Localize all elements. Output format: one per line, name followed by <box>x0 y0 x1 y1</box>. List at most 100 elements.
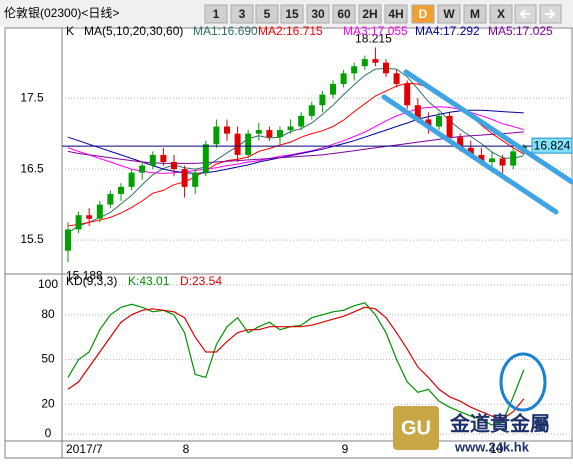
candle-body <box>372 59 379 63</box>
period-button[interactable] <box>463 4 487 24</box>
y-tick-label: 100 <box>38 277 58 291</box>
candle-body <box>319 94 326 106</box>
high-label: 18.215 <box>355 32 392 46</box>
brand-url: www.24k.hk <box>454 439 530 454</box>
period-button-label[interactable]: 30 <box>311 7 325 21</box>
last-price-label: 16.824 <box>534 138 571 152</box>
period-button[interactable] <box>255 4 279 24</box>
price-panel: 15.5 16.5 17.5 2017/7 8 9 10 16.824 18.215 15.188… <box>20 24 573 456</box>
period-button[interactable] <box>358 4 382 24</box>
candle-body <box>404 83 411 106</box>
period-buttons: 1 3 5 15 30 60 2H 4H D W M X <box>204 4 513 24</box>
period-button[interactable] <box>384 4 408 24</box>
y-tick-label: 15.5 <box>20 232 44 246</box>
legend-entry: MA5:17.025 <box>488 24 553 38</box>
candle-body <box>255 130 262 134</box>
candle-body <box>467 147 474 155</box>
next-arrow <box>545 9 556 19</box>
candle-body <box>330 83 336 95</box>
period-button-label[interactable]: D <box>419 7 428 21</box>
kd-panel: 0 20 50 80 100 KD(9,3,3) K:43.01 D:23.54 <box>38 274 572 440</box>
candle-body <box>75 215 82 230</box>
chart-frame <box>4 27 573 459</box>
prev-arrow <box>519 9 530 19</box>
candle-body <box>340 73 347 84</box>
period-button[interactable] <box>230 4 254 24</box>
candle-body <box>489 158 495 163</box>
candle-body <box>298 115 305 127</box>
candle-body <box>128 172 135 187</box>
candle-body <box>436 115 442 127</box>
period-button[interactable] <box>489 4 513 24</box>
panel-label: KD(9,3,3) <box>66 274 117 288</box>
candle-body <box>107 193 114 205</box>
period-button-label[interactable]: X <box>497 7 505 21</box>
legend-entry: MA1:16.690 <box>193 24 258 38</box>
period-button[interactable] <box>332 4 356 24</box>
candle-body <box>499 158 506 166</box>
period-button-label[interactable]: 5 <box>264 7 271 21</box>
period-button[interactable] <box>411 4 435 24</box>
candle-body <box>425 119 432 127</box>
period-button-label[interactable]: 2H <box>362 7 377 21</box>
legend-entry: D:23.54 <box>180 274 222 288</box>
period-button-label[interactable]: 15 <box>285 7 299 21</box>
kd-line <box>67 302 525 426</box>
y-tick-label: 16.5 <box>20 161 44 175</box>
candle-body <box>171 162 177 170</box>
logo-box <box>393 406 439 450</box>
candle-body <box>361 59 368 67</box>
candle-body <box>202 144 209 173</box>
kd-line <box>67 306 525 420</box>
x-tick-label: 9 <box>342 442 349 456</box>
candle-body <box>192 172 199 187</box>
period-button-label[interactable]: 4H <box>388 7 403 21</box>
trend-line <box>381 94 559 215</box>
period-button[interactable] <box>280 4 304 24</box>
candle-body <box>118 186 124 194</box>
candle-body <box>393 73 400 84</box>
y-tick-label: 80 <box>41 307 55 321</box>
candle-body <box>86 215 93 219</box>
period-button[interactable] <box>437 4 461 24</box>
panel-label: K <box>66 24 74 38</box>
candle-body <box>65 229 71 251</box>
candle-body <box>446 115 453 138</box>
period-button[interactable] <box>204 4 228 24</box>
candle-body <box>287 126 294 131</box>
period-button-label[interactable]: W <box>443 7 455 21</box>
highlight-ellipse <box>499 352 547 412</box>
y-tick-label: 20 <box>41 396 55 410</box>
candle-body <box>181 169 188 187</box>
candle-body <box>308 105 315 116</box>
period-button-label[interactable]: 1 <box>213 7 220 21</box>
low-label: 15.188 <box>66 268 103 282</box>
x-tick-label: 2017/7 <box>66 442 103 456</box>
period-button-label[interactable]: 3 <box>239 7 246 21</box>
candle-body <box>510 151 517 166</box>
x-tick-label: 10 <box>490 442 504 456</box>
candle-body <box>139 165 146 173</box>
indicator-label: MA(5,10,20,30,60) <box>84 24 183 38</box>
candle-body <box>383 62 389 74</box>
candle-body <box>457 137 464 148</box>
y-tick-label: 17.5 <box>20 90 44 104</box>
x-tick-label: 8 <box>183 442 190 456</box>
legend-entry: MA4:17.292 <box>415 24 480 38</box>
candle-body <box>224 126 230 134</box>
y-tick-label: 0 <box>45 426 52 440</box>
candle-body <box>213 126 220 145</box>
candle-body <box>234 133 241 155</box>
candle-body <box>351 66 358 74</box>
period-button[interactable] <box>306 4 330 24</box>
candle-body <box>149 154 156 166</box>
candle-body <box>478 154 485 163</box>
period-button-label[interactable]: 60 <box>337 7 351 21</box>
y-tick-label: 50 <box>41 352 55 366</box>
legend-entry: MA3:17.055 <box>343 24 408 38</box>
trend-line <box>403 69 573 185</box>
period-button-label[interactable]: M <box>470 7 480 21</box>
window-title: 伦敦银(02300)<日线> <box>4 5 119 20</box>
candle-body <box>414 105 421 120</box>
